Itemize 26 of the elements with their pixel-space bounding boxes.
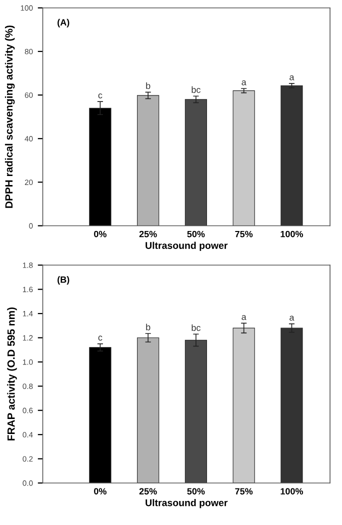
annotation: c (98, 336, 102, 341)
annotation: bc (192, 324, 200, 331)
x-tick-label: 0% (94, 488, 106, 494)
annotation: b (146, 82, 150, 90)
annotation: a (242, 80, 246, 86)
x-tick-label: 25% (139, 488, 157, 494)
annotation: (B) (58, 276, 70, 285)
annotation: a (290, 316, 294, 321)
y-axis-title: DPPH radical scavenging activity (%) (4, 26, 15, 208)
x-tick-label: 50% (187, 488, 205, 494)
x-tick-label: 100% (280, 488, 304, 494)
x-tick-label: 0% (94, 230, 106, 238)
x-axis-title: Ultrasound power (146, 499, 228, 508)
x-tick-label: 75% (235, 230, 253, 238)
y-axis-title: FRAP activity (O.D 595 nm) (7, 308, 17, 440)
annotation: a (290, 75, 294, 80)
annotation: bc (192, 86, 200, 93)
annotation: b (146, 324, 150, 330)
x-tick-label: 75% (235, 488, 253, 494)
x-tick-label: 50% (187, 230, 205, 238)
x-tick-label: 100% (280, 230, 304, 238)
x-axis-title: Ultrasound power (146, 242, 228, 251)
annotation: a (242, 315, 246, 320)
annotation: c (98, 93, 102, 98)
annotation: (A) (58, 18, 70, 28)
x-tick-label: 25% (139, 230, 157, 238)
